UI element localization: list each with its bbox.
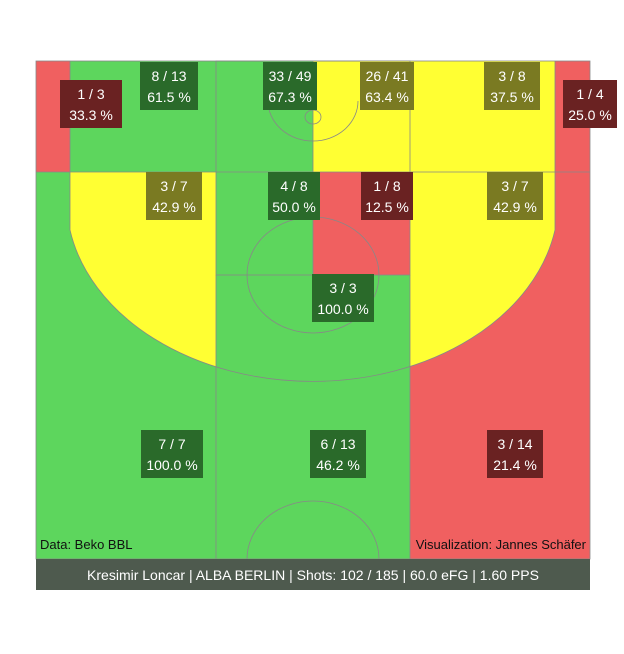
zone-percentage: 61.5 % <box>147 89 191 105</box>
restricted-arc <box>267 100 359 142</box>
zone-made-attempts: 7 / 7 <box>158 436 185 452</box>
zone-label-left-corner-three: 1 / 3 33.3 % <box>60 80 122 128</box>
zone-made-attempts: 1 / 3 <box>77 86 104 102</box>
zone-made-attempts: 4 / 8 <box>280 178 307 194</box>
zone-made-attempts: 1 / 4 <box>576 86 603 102</box>
zone-label-box <box>361 172 413 220</box>
zone-label-right-corner-three: 1 / 4 25.0 % <box>563 80 617 128</box>
zone-made-attempts: 33 / 49 <box>269 68 312 84</box>
zone-made-attempts: 3 / 14 <box>497 436 532 452</box>
zone-made-attempts: 3 / 8 <box>498 68 525 84</box>
zone-percentage: 42.9 % <box>493 199 537 215</box>
zone-percentage: 63.4 % <box>365 89 409 105</box>
zone-percentage: 12.5 % <box>365 199 409 215</box>
zone-label-box <box>487 430 543 478</box>
zone-label-left-baseline-mid: 8 / 13 61.5 % <box>140 62 198 110</box>
visualization-credit: Visualization: Jannes Schäfer <box>416 537 587 552</box>
zone-label-box <box>360 62 414 110</box>
zone-labels: 1 / 3 33.3 % 8 / 13 61.5 % 33 / 49 67.3 % 26 /… <box>60 62 617 478</box>
zone-fills <box>36 61 590 559</box>
zone-label-left-wing-three: 7 / 7 100.0 % <box>141 430 203 478</box>
zone-label-box <box>141 430 203 478</box>
zone-percentage: 67.3 % <box>268 89 312 105</box>
zone-label-right-baseline-mid: 3 / 8 37.5 % <box>484 62 540 110</box>
zone-label-left-lane-mid: 4 / 8 50.0 % <box>268 172 320 220</box>
zone-label-box <box>60 80 122 128</box>
data-credit: Data: Beko BBL <box>40 537 133 552</box>
zone-label-box <box>268 172 320 220</box>
zone-label-box <box>312 274 374 322</box>
zone-label-left-paint: 33 / 49 67.3 % <box>263 62 317 110</box>
zone-percentage: 33.3 % <box>69 107 113 123</box>
three-point-arc <box>69 172 556 382</box>
zone-percentage: 100.0 % <box>317 301 368 317</box>
zone-percentage: 46.2 % <box>316 457 360 473</box>
zone-made-attempts: 3 / 3 <box>329 280 356 296</box>
footer-summary: Kresimir Loncar | ALBA BERLIN | Shots: 1… <box>87 567 539 583</box>
center-circle <box>246 500 380 560</box>
zone-made-attempts: 6 / 13 <box>320 436 355 452</box>
zone-label-box <box>310 430 366 478</box>
zone-made-attempts: 8 / 13 <box>151 68 186 84</box>
footer-bar <box>36 559 590 590</box>
zone-percentage: 37.5 % <box>490 89 534 105</box>
zone-percentage: 25.0 % <box>568 107 612 123</box>
zone-label-right-wing-three: 3 / 14 21.4 % <box>487 430 543 478</box>
zone-label-top-three: 6 / 13 46.2 % <box>310 430 366 478</box>
zone-percentage: 100.0 % <box>146 457 197 473</box>
zone-made-attempts: 3 / 7 <box>501 178 528 194</box>
zone-percentage: 42.9 % <box>152 199 196 215</box>
zone-top-key-mid <box>216 275 410 382</box>
zone-label-box <box>263 62 317 110</box>
zone-percentage: 50.0 % <box>272 199 316 215</box>
zone-label-right-paint: 26 / 41 63.4 % <box>360 62 414 110</box>
zone-label-box <box>563 80 617 128</box>
zone-made-attempts: 26 / 41 <box>366 68 409 84</box>
zone-percentage: 21.4 % <box>493 457 537 473</box>
zone-label-box <box>146 172 202 220</box>
zone-label-right-lane-mid: 1 / 8 12.5 % <box>361 172 413 220</box>
zone-label-left-wing-mid: 3 / 7 42.9 % <box>146 172 202 220</box>
zone-label-box <box>484 62 540 110</box>
zone-label-box <box>487 172 543 220</box>
zone-label-top-key-mid: 3 / 3 100.0 % <box>312 274 374 322</box>
zone-made-attempts: 1 / 8 <box>373 178 400 194</box>
zone-made-attempts: 3 / 7 <box>160 178 187 194</box>
zone-label-box <box>140 62 198 110</box>
zone-label-right-wing-mid: 3 / 7 42.9 % <box>487 172 543 220</box>
